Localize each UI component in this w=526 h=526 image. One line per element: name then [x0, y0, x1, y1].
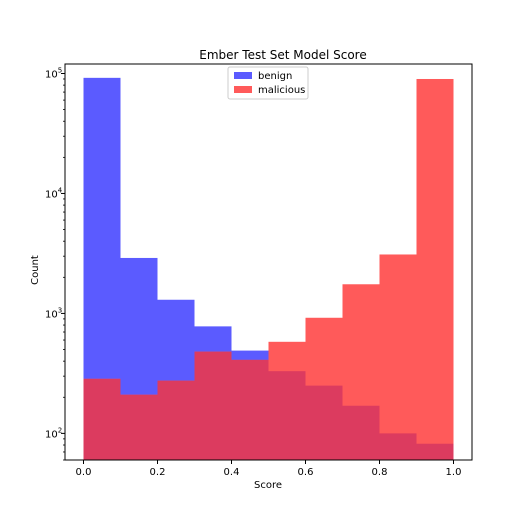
- plot-frame: [64, 63, 473, 461]
- x-tick-label: 0.0: [76, 467, 92, 478]
- x-tick-label: 0.8: [372, 467, 388, 478]
- legend-swatch-malicious: [234, 86, 252, 93]
- y-tick-label: 105: [45, 66, 62, 80]
- bar-overlap: [268, 371, 306, 460]
- legend-label-benign: benign: [258, 71, 292, 82]
- bar-overlap: [157, 380, 195, 460]
- x-tick-label: 0.2: [150, 467, 166, 478]
- bar-overlap: [305, 385, 343, 460]
- axes-layer: 0.0 0.2 0.4 0.6 0.8 1.0 102 103 104 105: [45, 63, 473, 478]
- bar-overlap: [416, 443, 454, 460]
- bars-layer: [83, 77, 454, 460]
- x-tick-label: 0.6: [298, 467, 314, 478]
- x-tick-label: 0.4: [224, 467, 240, 478]
- legend: benign malicious: [227, 66, 309, 100]
- bar-malicious: [379, 254, 417, 460]
- bar-overlap: [379, 433, 417, 460]
- y-tick-label: 103: [45, 306, 62, 320]
- bar-overlap: [342, 405, 380, 460]
- y-tick-label: 102: [45, 426, 62, 440]
- bar-overlap: [194, 351, 232, 460]
- bar-overlap: [231, 359, 269, 460]
- bar-overlap: [83, 378, 121, 460]
- legend-swatch-benign: [234, 72, 252, 79]
- y-axis-label: Count: [30, 255, 41, 285]
- chart-title: Ember Test Set Model Score: [199, 48, 366, 62]
- y-tick-label: 104: [45, 186, 63, 200]
- bar-malicious: [416, 78, 454, 460]
- bar-overlap: [120, 394, 158, 460]
- x-axis-label: Score: [254, 480, 282, 491]
- x-tick-label: 1.0: [446, 467, 462, 478]
- legend-label-malicious: malicious: [258, 85, 305, 96]
